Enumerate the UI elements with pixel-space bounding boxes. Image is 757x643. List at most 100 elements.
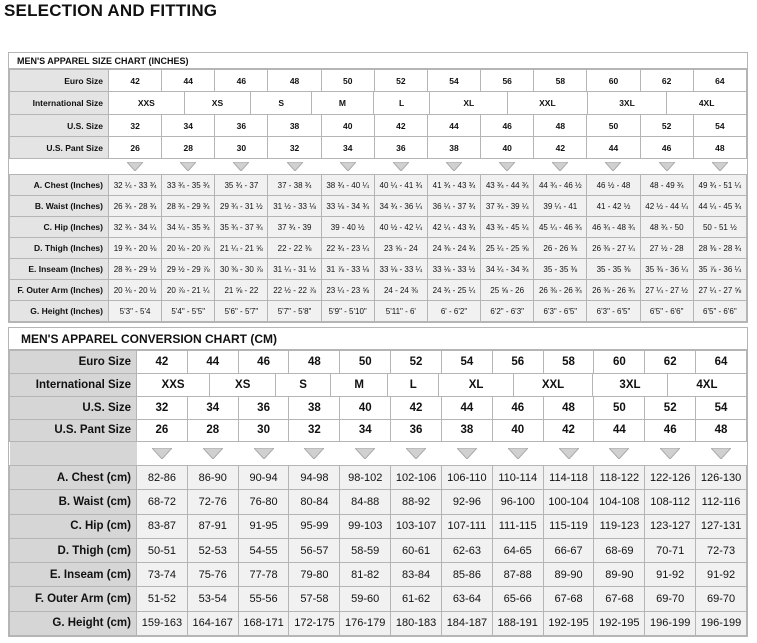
measure-cell: 22 ¾ - 23 ¼	[320, 237, 375, 259]
size-cell: 50	[593, 396, 646, 420]
measure-cell: 164-167	[186, 610, 239, 637]
row-label: B. Waist (Inches)	[9, 195, 109, 217]
size-cell: S	[251, 92, 313, 114]
measure-cell: 50 - 51 ½	[692, 216, 748, 238]
row-label: U.S. Size	[9, 396, 137, 420]
size-cell: 44	[161, 69, 216, 92]
spacer	[9, 441, 137, 466]
arrow-cell	[593, 441, 645, 466]
measure-cell: 81-82	[339, 562, 392, 588]
size-cell: M	[312, 92, 374, 114]
size-cell: 26	[136, 418, 188, 442]
size-cell: 42	[533, 136, 588, 159]
arrow-cell	[288, 441, 340, 466]
arrow	[233, 162, 250, 171]
measure-cell: 36 ¼ - 37 ¾	[426, 195, 482, 217]
size-cell: 52	[373, 69, 428, 92]
measure-cell: 35 - 35 ⅜	[586, 258, 641, 280]
size-cell: 30	[237, 418, 290, 442]
measure-cell: 35 ⅜ - 36 ¼	[639, 258, 694, 280]
arrow-cell	[492, 441, 544, 466]
row-label: International Size	[9, 372, 137, 397]
size-cell: 44	[593, 418, 646, 442]
measure-cell: 32 ¾ - 34 ¼	[107, 216, 163, 238]
measure-cell: 42 ¼ - 43 ¾	[426, 216, 482, 238]
arrow-cell	[374, 158, 428, 175]
measure-cell: 34 ¼ - 34 ¾	[480, 258, 535, 280]
measure-cell: 62-63	[440, 537, 493, 564]
measure-cell: 5'11" - 6'	[373, 300, 428, 322]
measure-cell: 21 ¼ - 21 ⅝	[214, 237, 269, 259]
size-chart: MEN'S APPAREL SIZE CHART (INCHES) Euro Si…	[8, 52, 748, 323]
arrow-cell	[427, 158, 481, 175]
size-table: Euro Size 42 44 46 48 50 52 54 56 58 60 62 64 Interna…	[9, 350, 747, 637]
measure-cell: 40 ¼ - 41 ¾	[373, 174, 428, 196]
arrow-cell	[187, 441, 239, 466]
measure-cell: 53-54	[186, 586, 239, 612]
measure-cell: 68-72	[136, 489, 188, 515]
size-cell: 48	[695, 418, 747, 442]
measure-cell: 39 - 40 ½	[320, 216, 375, 238]
measure-cell: 66-67	[542, 537, 595, 564]
arrow	[202, 448, 223, 459]
arrow	[253, 448, 274, 459]
size-row: International Size XXS XS S M L XL XXL 3XL 4XL	[9, 372, 747, 397]
size-cell: 44	[186, 350, 239, 374]
arrow	[507, 448, 528, 459]
measure-cell: 79-80	[288, 562, 341, 588]
measure-cell: 70-71	[644, 537, 697, 564]
measure-cell: 33 ⅛ - 33 ¼	[373, 258, 428, 280]
size-cell: 36	[237, 396, 290, 420]
measure-row: F. Outer Arm (Inches) 20 ⅛ - 20 ½ 20 ⅞ - 2…	[9, 279, 748, 301]
measure-cell: 83-84	[390, 562, 442, 588]
size-cell: 28	[186, 418, 239, 442]
measure-cell: 27 ½ - 28	[639, 237, 694, 259]
measure-cell: 37 ¾ - 39	[267, 216, 322, 238]
measure-cell: 41 - 42 ½	[586, 195, 641, 217]
size-cell: XXL	[508, 92, 588, 114]
size-cell: 32	[267, 136, 322, 159]
size-cell: XS	[185, 92, 252, 114]
measure-cell: 34 ¼ - 35 ¾	[161, 216, 216, 238]
size-cell: 58	[533, 69, 588, 92]
measure-cell: 94-98	[288, 464, 341, 491]
measure-row: A. Chest (cm) 82-86 86-90 90-94 94-98 98-102 1…	[9, 464, 747, 491]
arrow	[609, 448, 630, 459]
size-cell: 34	[161, 114, 216, 137]
arrow	[355, 448, 376, 459]
size-cell: 36	[214, 114, 269, 137]
measure-cell: 192-195	[542, 610, 595, 637]
measure-cell: 46 ¾ - 48 ¾	[586, 216, 641, 238]
arrow	[711, 162, 728, 171]
row-label: E. Inseam (Inches)	[9, 258, 109, 280]
measure-cell: 35 ¾ - 37 ¾	[214, 216, 269, 238]
size-cell: 46	[644, 418, 697, 442]
measure-cell: 31 ⅞ - 33 ⅛	[320, 258, 375, 280]
measure-cell: 22 - 22 ⅜	[267, 237, 322, 259]
measure-cell: 33 ⅛ - 33 ½	[426, 258, 482, 280]
measure-cell: 5'4" - 5'5"	[161, 300, 216, 322]
row-label: Euro Size	[9, 350, 137, 374]
row-label: D. Thigh (Inches)	[9, 237, 109, 259]
measure-cell: 25 ⅝ - 26	[480, 279, 535, 301]
arrow-cell	[214, 158, 268, 175]
arrow	[180, 162, 197, 171]
measure-cell: 172-175	[288, 610, 341, 637]
chart-title: MEN'S APPAREL SIZE CHART (INCHES)	[9, 53, 747, 69]
measure-cell: 5'3" - 5'4	[107, 300, 163, 322]
measure-cell: 106-110	[440, 464, 493, 491]
size-cell: 4XL	[698, 98, 715, 108]
size-cell: 36	[373, 136, 428, 159]
arrow	[127, 162, 144, 171]
size-cell: 48	[692, 136, 748, 159]
row-label: A. Chest (Inches)	[9, 174, 109, 196]
measure-cell: 61-62	[390, 586, 442, 612]
size-cell: 62	[644, 350, 697, 374]
arrow-cell	[339, 441, 391, 466]
size-cell: 48	[542, 396, 595, 420]
size-row: International Size XXS XS S M L XL XXL 3XL 4XL	[9, 91, 747, 115]
size-cell: 38	[426, 136, 482, 159]
arrow-cell	[533, 158, 587, 175]
arrow	[456, 448, 477, 459]
